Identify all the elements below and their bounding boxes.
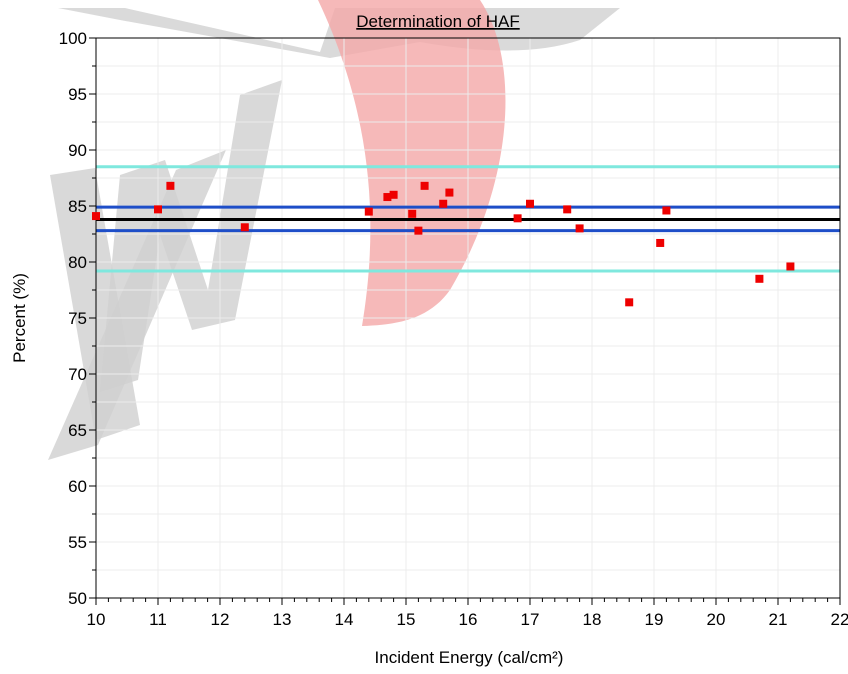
data-points — [92, 181, 795, 307]
y-tick-label: 95 — [68, 85, 87, 104]
y-tick-label: 80 — [68, 253, 87, 272]
x-tick-label: 16 — [459, 610, 478, 629]
data-point — [408, 209, 417, 218]
data-point — [92, 212, 100, 221]
x-axis-label: Incident Energy (cal/cm²) — [375, 648, 564, 667]
x-tick-label: 22 — [831, 610, 848, 629]
x-tick-label: 18 — [583, 610, 602, 629]
data-point — [625, 298, 634, 307]
y-tick-label: 60 — [68, 477, 87, 496]
data-point — [563, 205, 572, 214]
y-tick-label: 65 — [68, 421, 87, 440]
x-tick-label: 20 — [707, 610, 726, 629]
grid — [96, 38, 840, 598]
x-tick-label: 14 — [335, 610, 354, 629]
data-point — [656, 238, 665, 247]
axes: 50 55 60 65 70 75 80 85 90 95 100 10 11 12 13 14 15 16 17 1… — [59, 29, 848, 629]
data-point — [389, 190, 398, 199]
data-point — [575, 224, 584, 233]
data-point — [755, 274, 764, 283]
y-tick-label: 50 — [68, 589, 87, 608]
data-point — [439, 199, 448, 208]
chart-title: Determination of HAF — [356, 12, 519, 31]
x-tick-label: 15 — [397, 610, 416, 629]
data-point — [383, 193, 392, 202]
y-tick-label: 75 — [68, 309, 87, 328]
x-tick-label: 21 — [769, 610, 788, 629]
data-point — [662, 206, 671, 215]
reference-lines — [96, 165, 840, 273]
data-point — [786, 262, 795, 271]
x-tick-label: 11 — [149, 610, 167, 629]
data-point — [240, 223, 249, 232]
y-tick-label: 100 — [59, 29, 87, 48]
y-tick-label: 85 — [68, 197, 87, 216]
watermark — [48, 0, 620, 460]
data-point — [154, 205, 162, 214]
y-tick-label: 70 — [68, 365, 87, 384]
data-point — [414, 226, 423, 235]
watermark-red-blade — [318, 0, 506, 326]
y-axis-label: Percent (%) — [10, 273, 29, 363]
x-tick-label: 19 — [645, 610, 664, 629]
x-tick-label: 13 — [273, 610, 292, 629]
x-tick-label: 17 — [521, 610, 540, 629]
data-point — [445, 188, 454, 197]
watermark-letter-m — [100, 80, 282, 392]
y-tick-label: 90 — [68, 141, 87, 160]
data-point — [166, 181, 175, 190]
y-tick-label: 55 — [68, 533, 87, 552]
data-point — [526, 199, 534, 208]
x-tick-label: 12 — [211, 610, 230, 629]
x-tick-label: 10 — [87, 610, 106, 629]
data-point — [513, 214, 522, 223]
data-point — [420, 181, 429, 190]
data-point — [364, 207, 373, 216]
